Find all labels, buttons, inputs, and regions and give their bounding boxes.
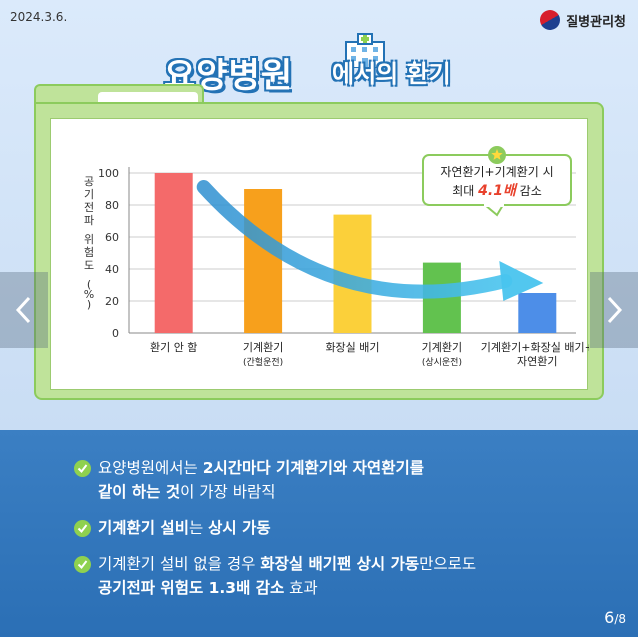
y-tick-label: 60: [105, 231, 119, 244]
x-tick-label: 환기 안 함: [150, 341, 197, 354]
y-tick-label: 40: [105, 263, 119, 276]
bullet-text: 만으로도: [419, 555, 477, 573]
bullet-text: 효과: [284, 579, 318, 597]
check-icon: [74, 556, 91, 573]
page-total: /8: [614, 612, 626, 626]
title-sub: 에서의 환기: [332, 60, 451, 88]
next-slide-button[interactable]: [590, 272, 638, 348]
y-tick-label: 100: [98, 167, 119, 180]
bar: [244, 189, 283, 333]
header-area: 2024.3.6. 질병관리청 요양병원 에서의 환기 0 20 40 60 80 100…: [0, 0, 638, 430]
hospital-icon: [345, 33, 385, 68]
bar: [154, 173, 193, 333]
bullet-emphasis: 기계환기 설비: [98, 519, 189, 537]
x-tick-label: 기계환기: [243, 341, 283, 354]
star-icon: [491, 149, 503, 160]
x-tick-label: 기계환기+화장실 배기+: [481, 341, 589, 354]
bullet-text: 이 가장 바람직: [180, 483, 276, 501]
chevron-left-icon: [15, 296, 31, 324]
callout-pointer-mask: [484, 203, 504, 207]
callout-prefix: 최대: [452, 184, 478, 198]
page-title: 요양병원 에서의 환기: [160, 30, 500, 96]
callout-highlight: 4.1배: [477, 183, 518, 199]
bar: [518, 293, 557, 333]
trend-arrow-head: [499, 261, 544, 301]
y-tick-label: 80: [105, 199, 119, 212]
trend-arrow: [196, 180, 513, 299]
bullet-emphasis: 같이 하는 것: [98, 483, 181, 501]
bullet-item: 기계환기 설비는 상시 가동: [74, 516, 594, 540]
x-tick-sublabel: 자연환기: [517, 355, 557, 368]
callout-suffix: 감소: [516, 184, 542, 198]
check-icon: [74, 520, 91, 537]
bullet-emphasis: 2시간마다 기계환기와 자연환기를: [202, 459, 424, 477]
page-current: 6: [604, 608, 615, 627]
bullet-text: 기계환기 설비 없을 경우: [98, 555, 261, 573]
bullet-emphasis: 상시 가동: [208, 519, 271, 537]
prev-slide-button[interactable]: [0, 272, 48, 348]
chevron-right-icon: [607, 296, 623, 324]
x-tick-label: 화장실 배기: [325, 341, 379, 354]
bullet-emphasis: 공기전파 위험도 1.3배 감소: [98, 579, 285, 597]
agency-name: 질병관리청: [566, 14, 626, 30]
bullet-text: 요양병원에서는: [98, 459, 203, 477]
x-tick-sublabel: (상시운전): [422, 357, 462, 368]
bullet-emphasis: 화장실 배기팬 상시 가동: [260, 555, 420, 573]
page-indicator: 6/8: [604, 608, 626, 627]
y-tick-label: 20: [105, 295, 119, 308]
callout-line1: 자연환기+기계환기 시: [440, 165, 553, 179]
agency-logo: 질병관리청: [536, 6, 626, 34]
check-icon: [74, 460, 91, 477]
taeguk-icon: [536, 6, 564, 34]
y-tick-label: 0: [112, 327, 119, 340]
bullet-text: 는: [188, 519, 209, 537]
callout-line2: 최대 4.1배 감소: [452, 183, 542, 199]
date-label: 2024.3.6.: [10, 10, 68, 24]
x-tick-label: 기계환기: [422, 341, 462, 354]
x-tick-sublabel: (간헐운전): [243, 356, 283, 368]
